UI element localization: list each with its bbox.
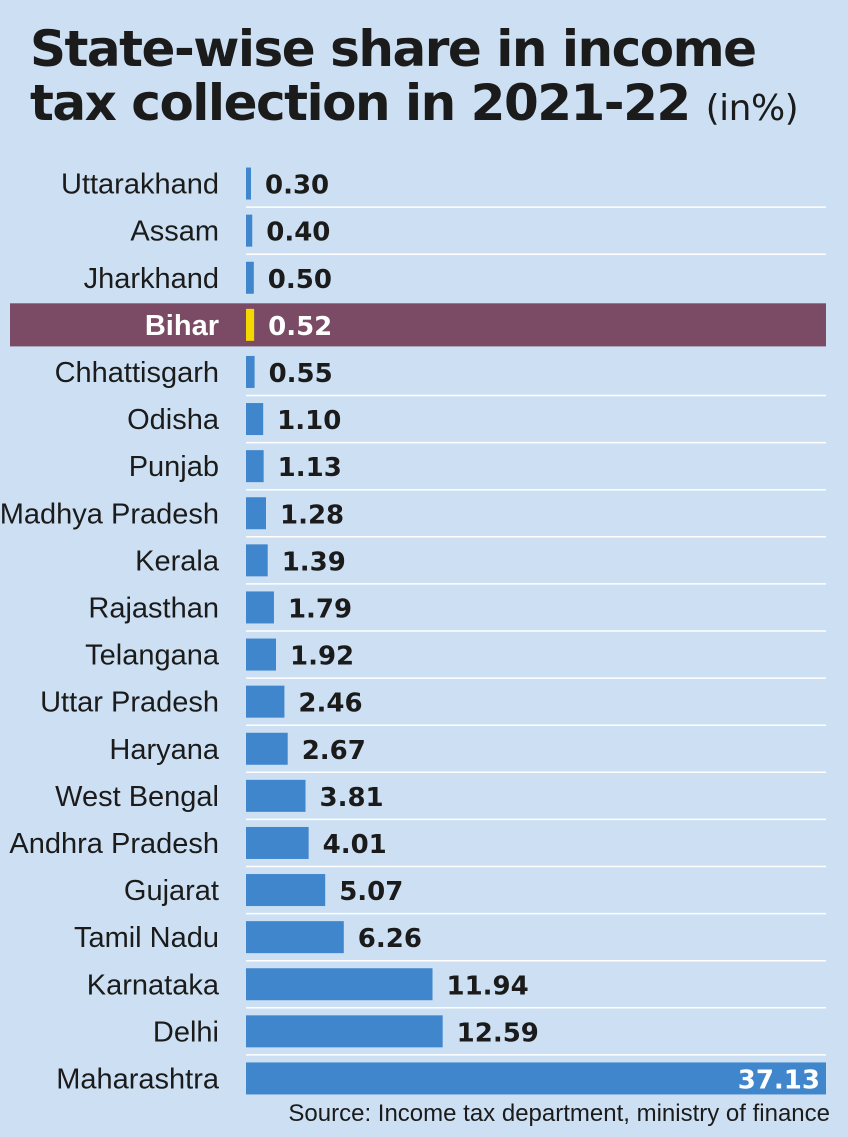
value-label-delhi: 12.59 xyxy=(457,1018,539,1048)
bar-maharashtra xyxy=(246,1062,826,1095)
value-label-rajasthan: 1.79 xyxy=(288,594,352,624)
category-label-assam: Assam xyxy=(130,216,219,248)
chart-title-unit: (in%) xyxy=(705,88,799,129)
category-label-punjab: Punjab xyxy=(129,451,219,483)
bar-uttar-pradesh xyxy=(246,685,285,718)
category-label-tamil-nadu: Tamil Nadu xyxy=(74,922,219,954)
value-label-madhya-pradesh: 1.28 xyxy=(280,500,344,530)
value-label-uttar-pradesh: 2.46 xyxy=(298,689,362,719)
value-label-punjab: 1.13 xyxy=(278,453,342,483)
value-label-telangana: 1.92 xyxy=(290,642,354,672)
category-label-uttarakhand: Uttarakhand xyxy=(61,169,219,201)
bar-assam xyxy=(246,214,253,247)
bar-odisha xyxy=(246,403,264,436)
bar-punjab xyxy=(246,450,264,483)
bar-haryana xyxy=(246,732,288,765)
category-label-madhya-pradesh: Madhya Pradesh xyxy=(0,498,219,530)
category-label-rajasthan: Rajasthan xyxy=(88,592,219,624)
value-label-haryana: 2.67 xyxy=(302,736,366,766)
value-label-odisha: 1.10 xyxy=(277,406,341,436)
category-label-delhi: Delhi xyxy=(153,1016,219,1048)
value-label-jharkhand: 0.50 xyxy=(268,265,332,295)
category-label-telangana: Telangana xyxy=(85,640,220,672)
highlight-row-bihar xyxy=(10,303,826,347)
source-note: Source: Income tax department, ministry … xyxy=(288,1100,830,1127)
value-label-kerala: 1.39 xyxy=(282,547,346,577)
value-label-andhra-pradesh: 4.01 xyxy=(323,830,387,860)
chart-title-main: State-wise share in income tax collectio… xyxy=(30,20,757,132)
category-label-bihar: Bihar xyxy=(145,310,219,342)
bar-madhya-pradesh xyxy=(246,497,266,530)
bar-telangana xyxy=(246,638,276,671)
category-label-gujarat: Gujarat xyxy=(124,875,219,907)
bar-chhattisgarh xyxy=(246,355,255,388)
chart-title: State-wise share in income tax collectio… xyxy=(30,22,830,136)
value-label-uttarakhand: 0.30 xyxy=(265,171,329,201)
value-label-maharashtra: 37.13 xyxy=(738,1065,820,1095)
bar-kerala xyxy=(246,544,268,577)
bar-delhi xyxy=(246,1015,443,1048)
value-label-chhattisgarh: 0.55 xyxy=(269,359,333,389)
bar-jharkhand xyxy=(246,261,254,294)
category-label-maharashtra: Maharashtra xyxy=(56,1063,220,1095)
category-label-haryana: Haryana xyxy=(109,734,219,766)
category-label-karnataka: Karnataka xyxy=(87,969,220,1001)
category-label-kerala: Kerala xyxy=(135,545,220,577)
category-label-odisha: Odisha xyxy=(127,404,220,436)
value-label-assam: 0.40 xyxy=(266,218,330,248)
bar-tamil-nadu xyxy=(246,921,344,954)
bar-andhra-pradesh xyxy=(246,826,309,859)
value-label-karnataka: 11.94 xyxy=(447,971,529,1001)
value-label-tamil-nadu: 6.26 xyxy=(358,924,422,954)
value-label-west-bengal: 3.81 xyxy=(320,783,384,813)
category-label-chhattisgarh: Chhattisgarh xyxy=(55,357,219,389)
category-label-andhra-pradesh: Andhra Pradesh xyxy=(9,828,219,860)
bar-rajasthan xyxy=(246,591,274,624)
bar-gujarat xyxy=(246,874,326,907)
category-label-uttar-pradesh: Uttar Pradesh xyxy=(40,687,219,719)
value-label-bihar: 0.52 xyxy=(268,312,332,342)
category-label-jharkhand: Jharkhand xyxy=(84,263,219,295)
value-label-gujarat: 5.07 xyxy=(339,877,403,907)
bar-karnataka xyxy=(246,968,433,1001)
category-label-west-bengal: West Bengal xyxy=(55,781,219,813)
bar-bihar xyxy=(246,308,255,341)
bar-uttarakhand xyxy=(246,167,251,200)
bar-west-bengal xyxy=(246,779,306,812)
